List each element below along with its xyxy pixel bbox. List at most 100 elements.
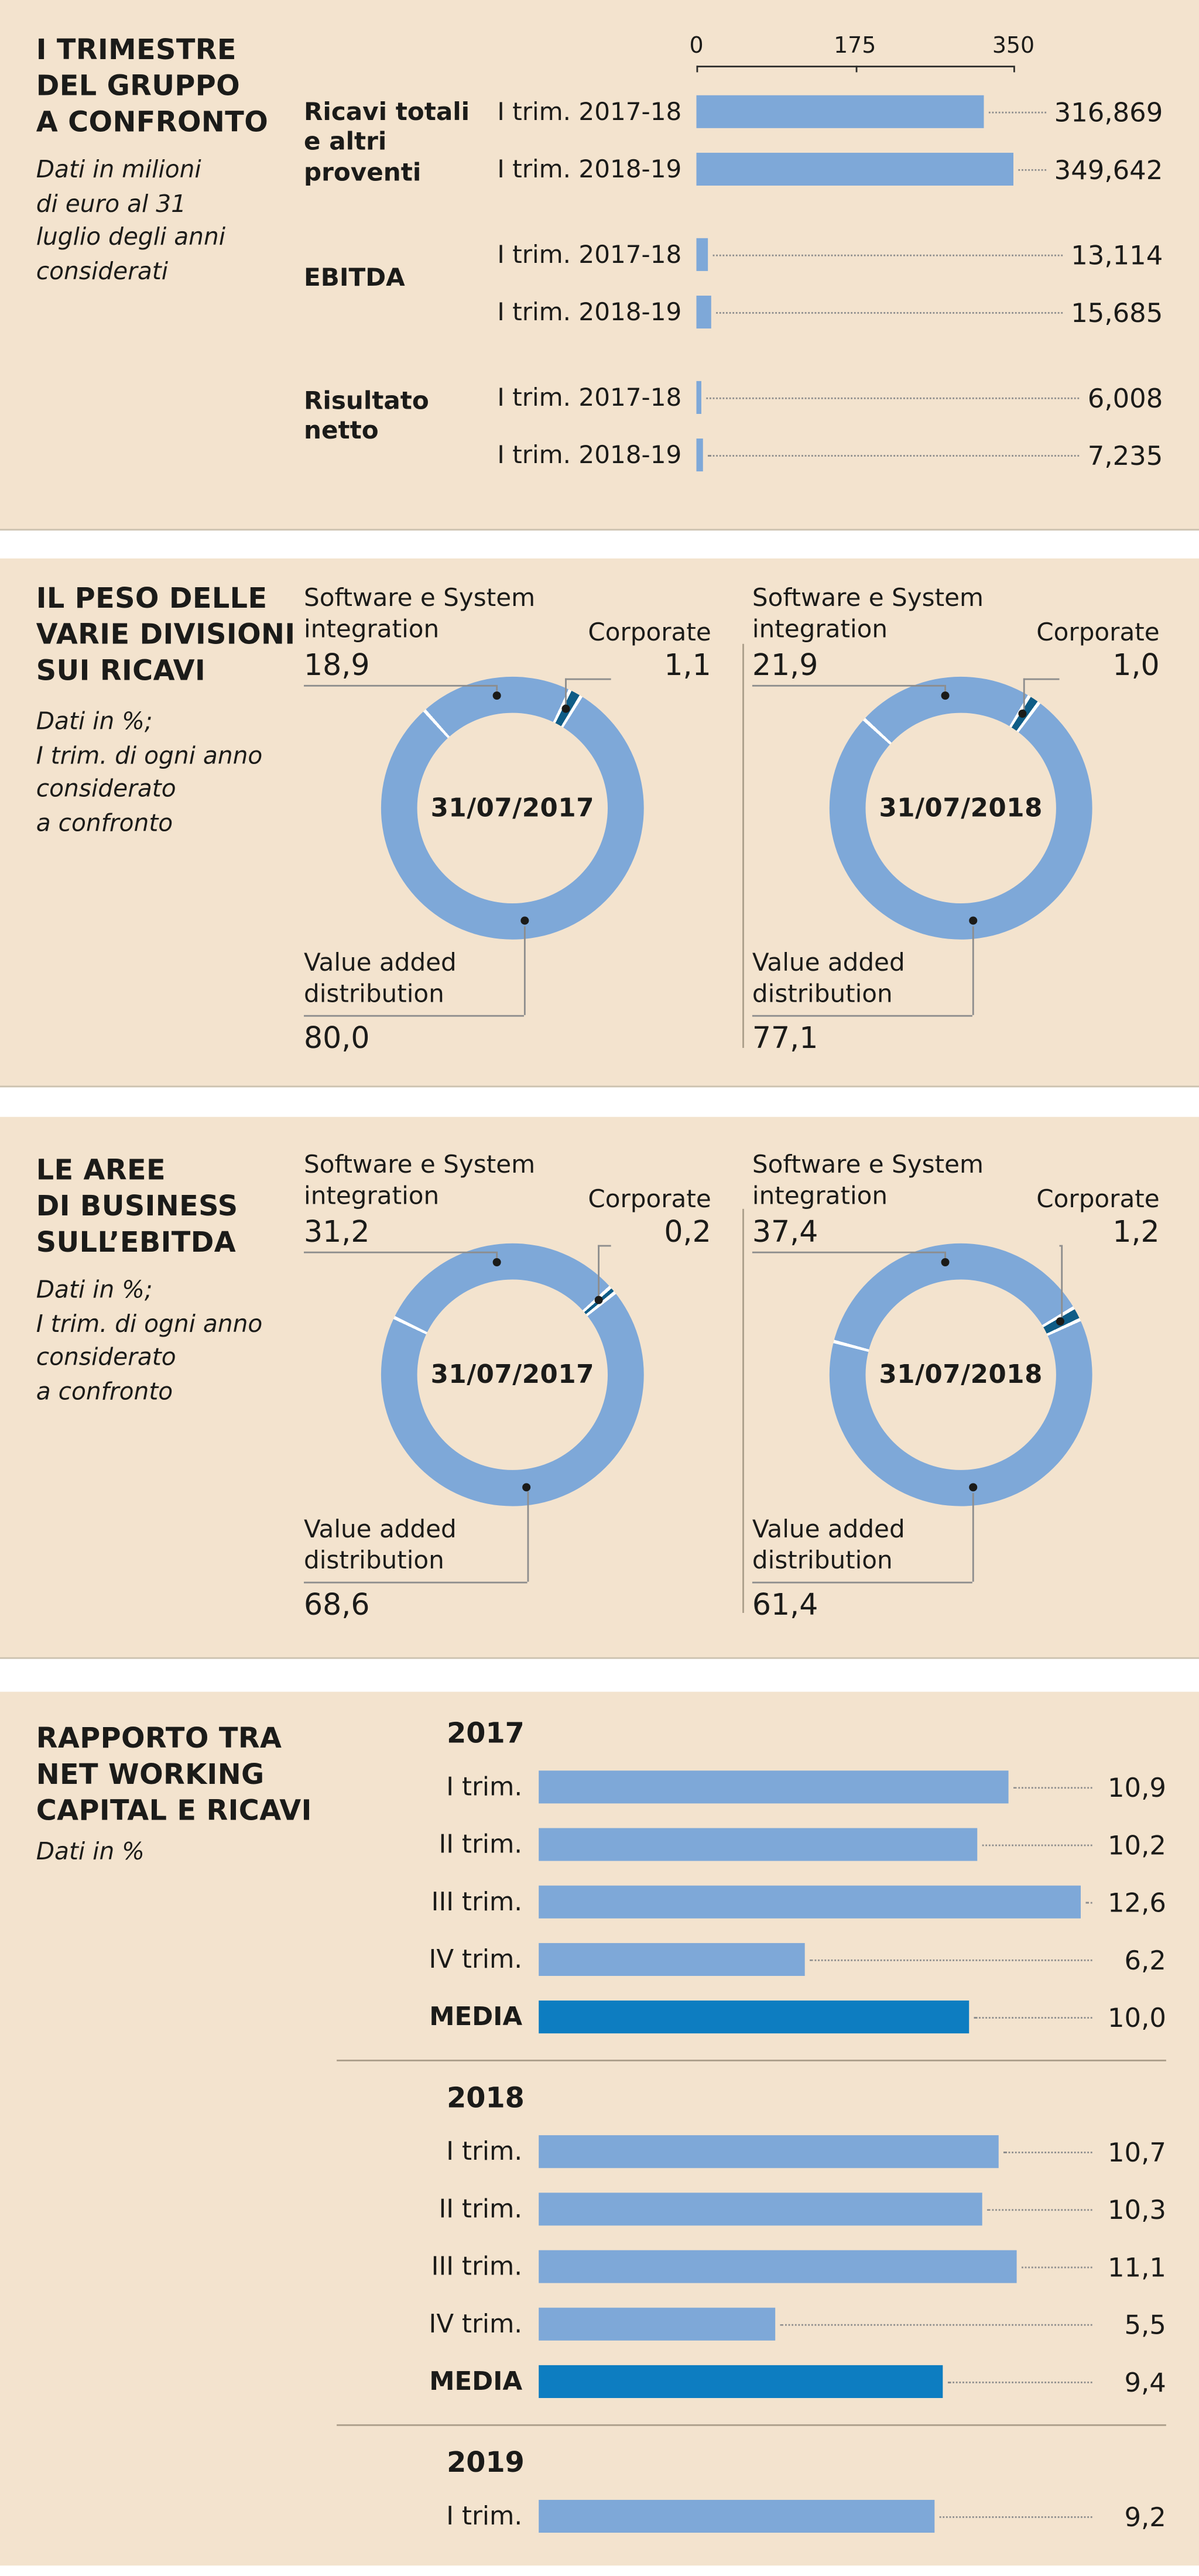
bar-track: 15,685 <box>696 295 1163 329</box>
leader-line <box>713 254 1063 256</box>
row-label: I trim. 2018-19 <box>497 297 682 327</box>
bar-row: MEDIA 9,4 <box>337 2365 1166 2399</box>
bar-value: 10,3 <box>1107 2193 1166 2225</box>
bar-row: I trim. 9,2 <box>337 2499 1166 2533</box>
bar-value: 13,114 <box>1071 239 1163 270</box>
bar-row: II trim. 10,3 <box>337 2193 1166 2226</box>
bar-row: II trim. 10,2 <box>337 1828 1166 1861</box>
slice-value-value-added: 77,1 <box>752 1022 818 1056</box>
bar-value: 7,235 <box>1087 439 1163 471</box>
bar-track: 10,2 <box>539 1828 1166 1861</box>
bar-value: 10,9 <box>1107 1771 1166 1803</box>
slice-label-corporate: Corporate <box>588 617 711 648</box>
axis-tick-label: 350 <box>992 33 1035 59</box>
group-label: Risultato netto <box>304 386 429 446</box>
callout-line <box>524 926 526 1015</box>
donut-chart: Software e System integration 18,9 Corpora… <box>304 583 731 1076</box>
bar <box>696 381 702 414</box>
bar-track: 349,642 <box>696 152 1163 186</box>
bar-track: 11,1 <box>539 2250 1166 2283</box>
callout-line <box>752 1015 974 1017</box>
leader-line <box>974 2016 1092 2018</box>
bar-track: 13,114 <box>696 238 1163 271</box>
section-subtitle: Dati in %; I trim. di ogni anno consider… <box>36 1277 263 1406</box>
axis-tick <box>696 66 698 73</box>
bar-row: IV trim. 6,2 <box>337 1943 1166 1976</box>
group-label: Ricavi totali e altri proventi <box>304 97 470 187</box>
slice-label-corporate: Corporate <box>1036 617 1160 648</box>
bar-track: 10,7 <box>539 2135 1166 2169</box>
slice-value-corporate: 0,2 <box>664 1215 711 1250</box>
row-label: I trim. 2017-18 <box>497 382 682 413</box>
callout-line <box>973 926 975 1015</box>
slice-label-value-added: Value added distribution <box>304 1514 457 1575</box>
bar-row: MEDIA 10,0 <box>337 2000 1166 2034</box>
bar-track: 12,6 <box>539 1885 1166 1919</box>
slice-value-software: 18,9 <box>304 649 370 684</box>
donut-center-label: 31/07/2018 <box>879 1359 1043 1390</box>
callout-line <box>304 1015 525 1017</box>
bar-row: I trim. 10,9 <box>337 1770 1166 1804</box>
slice-label-value-added: Value added distribution <box>304 947 457 1009</box>
bar-track: 9,4 <box>539 2365 1166 2399</box>
slice-value-value-added: 68,6 <box>304 1588 370 1623</box>
leader-line <box>988 111 1046 113</box>
segment-dot <box>1019 709 1027 718</box>
bar <box>696 439 703 472</box>
section-subtitle: Dati in %; I trim. di ogni anno consider… <box>36 709 263 838</box>
callout-line <box>566 678 567 705</box>
slice-label-software: Software e System integration <box>304 583 536 645</box>
slice-value-software: 37,4 <box>752 1215 818 1250</box>
axis-tick <box>855 66 857 73</box>
nwc-years: 2017 I trim. 10,9 II trim. 10,2 III trim. 12,6… <box>337 1718 1166 2559</box>
vertical-divider <box>742 1208 744 1613</box>
donut-chart: Software e System integration 37,4 Corpora… <box>752 1150 1179 1643</box>
slice-value-corporate: 1,2 <box>1112 1215 1160 1250</box>
callout-line <box>945 1251 947 1263</box>
bar-value: 6,008 <box>1087 382 1163 413</box>
slice-value-software: 31,2 <box>304 1215 370 1250</box>
bar-group: EBITDA I trim. 2017-18 13,114 I trim. 2018-… <box>304 238 1163 329</box>
bar <box>539 1828 978 1861</box>
bar-value: 349,642 <box>1054 153 1163 185</box>
section-title: I TRIMESTRE DEL GRUPPO A CONFRONTO <box>36 34 269 140</box>
row-label: I trim. <box>446 1772 523 1802</box>
row-label: III trim. <box>431 2252 523 2282</box>
row-label: III trim. <box>431 1887 523 1917</box>
slice-value-corporate: 1,1 <box>664 649 711 684</box>
axis: 0 175 350 <box>689 33 1034 76</box>
bar-track: 9,2 <box>539 2499 1166 2533</box>
year-group: 2018 I trim. 10,7 II trim. 10,3 III trim. 11,1… <box>337 2082 1166 2426</box>
axis-tick-label: 0 <box>689 33 704 59</box>
bar-value: 15,685 <box>1071 296 1163 328</box>
group-label: EBITDA <box>304 262 405 293</box>
year-group: 2017 I trim. 10,9 II trim. 10,2 III trim. 12,6… <box>337 1718 1166 2061</box>
bar <box>539 1770 1008 1804</box>
leader-line <box>1085 1901 1092 1903</box>
bar-row: III trim. 12,6 <box>337 1885 1166 1919</box>
segment-dot <box>969 916 978 925</box>
section-business-ebitda: LE AREE DI BUSINESS SULL’EBITDA Dati in … <box>0 1116 1199 1659</box>
slice-label-software: Software e System integration <box>304 1149 536 1211</box>
callout-line <box>945 684 947 696</box>
section-net-working-capital: RAPPORTO TRA NET WORKING CAPITAL E RICAV… <box>0 1691 1199 2566</box>
donut-center-label: 31/07/2017 <box>430 1359 595 1390</box>
callout-line <box>752 1251 946 1253</box>
segment-dot <box>492 691 501 700</box>
leader-line <box>715 311 1063 313</box>
callout-line <box>1023 678 1060 680</box>
segment-dot <box>594 1296 602 1305</box>
segment-dot <box>1056 1316 1065 1325</box>
year-label: 2019 <box>447 2447 525 2481</box>
segment-dot <box>941 1258 950 1267</box>
leader-line <box>1021 2266 1092 2267</box>
year-label: 2018 <box>447 2082 525 2116</box>
segment-dot <box>968 1483 977 1492</box>
row-label: I trim. 2017-18 <box>497 97 682 127</box>
leader-line <box>982 1844 1092 1845</box>
segment-dot <box>520 916 529 925</box>
row-label: MEDIA <box>429 2366 523 2397</box>
bar <box>696 95 984 128</box>
axis-tick-label: 175 <box>834 33 876 59</box>
